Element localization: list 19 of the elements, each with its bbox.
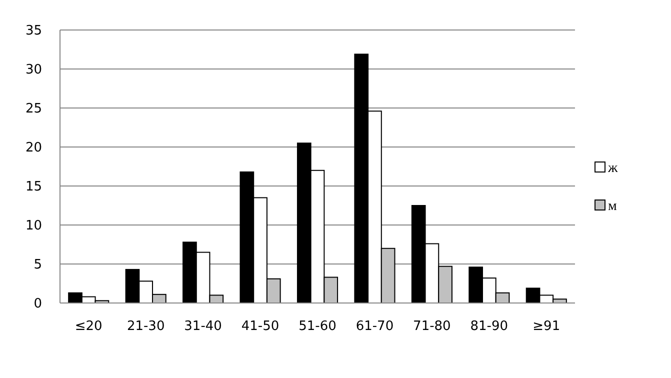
x-tick-label: 71-80 bbox=[413, 319, 451, 334]
x-tick-label: ≥91 bbox=[532, 319, 560, 334]
x-tick-label: 81-90 bbox=[470, 319, 508, 334]
x-tick-label: 51-60 bbox=[298, 319, 336, 334]
y-tick-label: 0 bbox=[34, 296, 42, 312]
y-tick-label: 30 bbox=[25, 62, 42, 78]
y-tick-label: 10 bbox=[25, 218, 42, 234]
x-tick-label: 21-30 bbox=[126, 319, 165, 334]
x-tick-label: 41-50 bbox=[241, 319, 280, 334]
legend-label: ж bbox=[607, 160, 618, 176]
y-tick-label: 15 bbox=[25, 180, 42, 195]
y-tick-label: 25 bbox=[25, 102, 42, 117]
y-tick-label: 20 bbox=[25, 140, 42, 156]
y-tick-label: 5 bbox=[34, 258, 42, 273]
x-tick-label: ≤20 bbox=[74, 319, 102, 334]
y-tick-label: 35 bbox=[25, 24, 42, 39]
x-tick-label: 61-70 bbox=[356, 319, 394, 334]
x-tick-label: 31-40 bbox=[184, 319, 222, 334]
legend-label: м bbox=[608, 198, 617, 214]
